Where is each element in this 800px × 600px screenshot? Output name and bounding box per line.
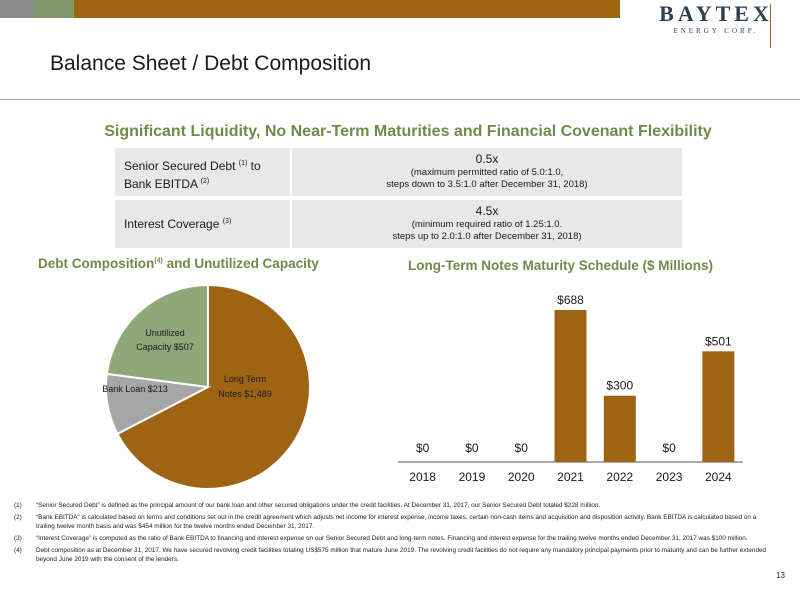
bar-value-label: $0 [416,441,430,455]
bar-2021 [554,310,587,462]
pie-slice-label: Notes $1,489 [218,389,272,399]
footnote: (4) Debt composition as at December 31, 2… [14,546,774,564]
header-accent-green [34,0,74,18]
covenant-row: Senior Secured Debt (1) to Bank EBITDA (… [115,148,682,196]
covenant-value-cell: 4.5x (minimum required ratio of 1.25:1.0… [292,200,682,248]
covenant-table: Senior Secured Debt (1) to Bank EBITDA (… [115,148,682,252]
footnote-text: “Senior Secured Debt” is defined as the … [36,502,601,509]
bar-value-label: $688 [557,293,584,307]
footnote-text: “Bank EBITDA” is calculated based on ter… [36,514,757,530]
covenant-note: steps up to 2.0:1.0 after December 31, 2… [392,231,582,242]
x-tick-label: 2018 [409,470,436,484]
logo-divider [770,4,771,48]
footnote: (1) “Senior Secured Debt” is defined as t… [14,501,774,510]
section-title-text: and Unutilized Capacity [162,256,319,271]
x-tick-label: 2020 [508,470,535,484]
covenant-note: steps down to 3.5:1.0 after December 31,… [386,179,588,190]
debt-composition-pie-chart: Long Term Notes $1,489 Bank Loan $213 Unuti… [102,283,311,490]
covenant-label: Senior Secured Debt (1) to Bank EBITDA (… [115,148,290,196]
x-tick-label: 2022 [606,470,633,484]
header-accent-gray [0,0,34,18]
bar-value-label: $0 [662,441,676,455]
pie-slice-label: Unutilized [145,328,185,338]
label-text: Senior Secured Debt [124,159,239,173]
maturity-bar-chart: $0 2018 $0 2019 $0 2020 $688 2021 $300 2022 $0 2023… [398,293,743,484]
x-tick-label: 2023 [656,470,683,484]
pie-section-title: Debt Composition(4) and Unutilized Capac… [38,256,319,271]
pie-slice [116,283,311,490]
company-logo: BAYTEX ENERGY CORP. [632,2,800,42]
pie-slice-label: Long Term [224,374,266,384]
footnotes: (1) “Senior Secured Debt” is defined as t… [14,501,774,567]
footnote-text: “Interest Coverage” is computed as the r… [36,535,748,542]
header-accent-brown [74,0,620,18]
covenant-note: (minimum required ratio of 1.25:1.0. [411,219,563,230]
footnote-number: (3) [14,535,22,542]
covenant-row: Interest Coverage (3) 4.5x (minimum requ… [115,200,682,248]
bar-section-title: Long-Term Notes Maturity Schedule ($ Mil… [408,258,714,273]
covenant-note: (maximum permitted ratio of 5.0:1.0, [410,167,564,178]
bar-value-label: $300 [606,379,633,393]
footnote-text: Debt composition as at December 31, 2017… [36,547,767,563]
footnote-number: (4) [14,547,22,554]
page-title: Balance Sheet / Debt Composition [50,52,372,75]
x-tick-label: 2019 [459,470,486,484]
covenant-value: 4.5x [475,204,499,218]
label-text: Interest Coverage [124,217,223,231]
footnote-ref: (3) [222,218,232,225]
footnote-ref: (4) [154,257,163,265]
covenant-value-cell: 0.5x (maximum permitted ratio of 5.0:1.0… [292,148,682,196]
page-number: 13 [776,571,785,580]
slide-subtitle: Significant Liquidity, No Near-Term Matu… [104,123,712,140]
bar-2022 [603,395,636,462]
x-tick-label: 2021 [557,470,584,484]
pie-slice [105,283,209,389]
footnote: (3) “Interest Coverage” is computed as th… [14,534,774,543]
bar-value-label: $501 [705,334,732,348]
covenant-label: Interest Coverage (3) [115,200,290,248]
section-title-text: Debt Composition [38,256,155,271]
pie-slice-label: Bank Loan $213 [102,384,168,394]
title-divider [0,99,800,100]
covenant-value: 0.5x [475,152,499,166]
logo-tagline: ENERGY CORP. [673,27,759,35]
footnote-ref: (1) [238,160,248,167]
pie-slice-label: Capacity $507 [136,342,194,352]
logo-name: BAYTEX [659,1,773,26]
footnote-number: (2) [14,514,22,521]
label-text: to Bank EBITDA [124,159,261,191]
bar-2024 [702,351,735,462]
bar-value-label: $0 [515,441,529,455]
bar-value-label: $0 [465,441,479,455]
footnote-number: (1) [14,502,22,509]
footnote-ref: (2) [200,178,210,185]
footnote: (2) “Bank EBITDA” is calculated based on … [14,513,774,531]
x-tick-label: 2024 [705,470,732,484]
